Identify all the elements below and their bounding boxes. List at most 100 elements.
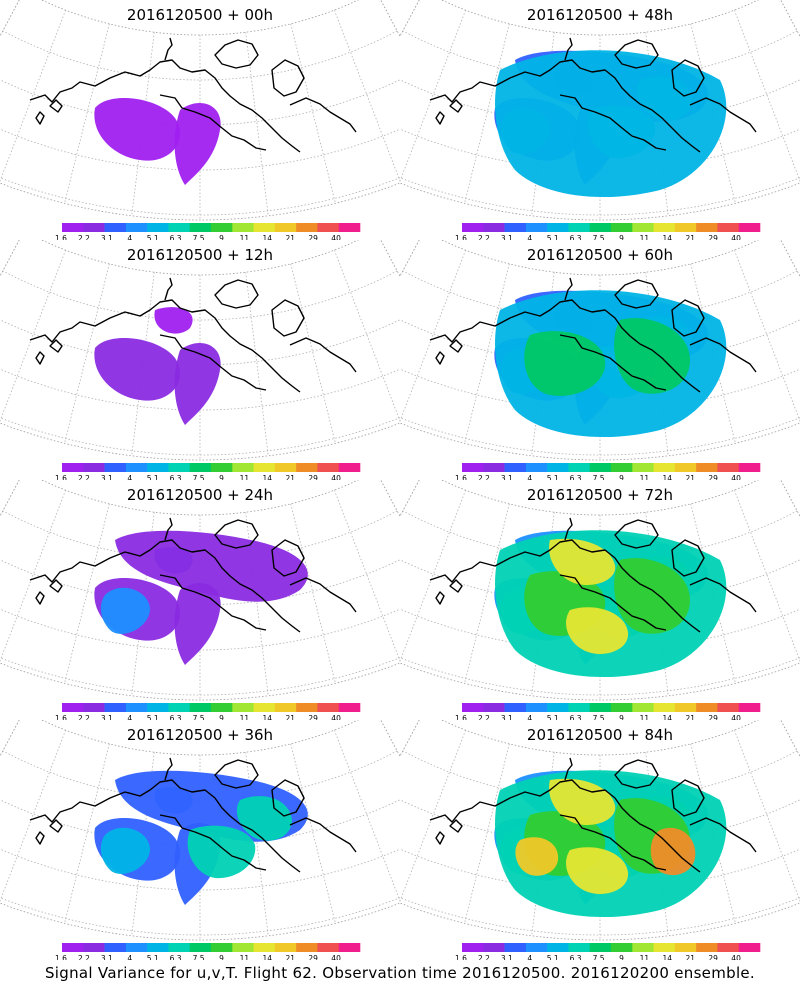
colorbar-swatch	[317, 703, 340, 712]
colorbar: 1.6 2.2 3.1 4 5.1 6.3 7.5 9 11 14 21 29 40	[455, 943, 761, 960]
colorbar-label: 5.1	[547, 474, 559, 480]
variance-region	[650, 827, 696, 876]
colorbar-label: 9	[219, 474, 224, 480]
colorbar-label: 3.1	[501, 954, 513, 960]
colorbar-swatch	[696, 703, 718, 712]
map-projection: 1.6 2.2 3.1 4 5.1 6.3 7.5 9 11 14 21 29 40	[400, 0, 800, 240]
colorbar-label: 3.1	[101, 954, 113, 960]
colorbar-label: 6.3	[170, 714, 182, 720]
colorbar-label: 7.5	[593, 234, 605, 240]
colorbar-label: 29	[708, 714, 718, 720]
colorbar-swatch	[525, 943, 548, 952]
colorbar-swatch	[253, 223, 276, 232]
colorbar-label: 5.1	[547, 714, 559, 720]
variance-field	[94, 770, 308, 905]
variance-region	[614, 318, 690, 394]
colorbar-label: 40	[331, 714, 341, 720]
colorbar-label: 4	[527, 474, 532, 480]
panel-title: 2016120500 + 36h	[126, 726, 274, 744]
map-projection: 1.6 2.2 3.1 4 5.1 6.3 7.5 9 11 14 21 29 40	[0, 720, 400, 960]
colorbar-label: 7.5	[193, 474, 205, 480]
colorbar-swatch	[611, 463, 633, 472]
colorbar-swatch	[547, 463, 569, 472]
map-panel: 2016120500 + 36h 1.6 2.2 3.1 4 5.1 6.3 7.5 9 11 14…	[0, 720, 400, 960]
colorbar-swatch	[232, 943, 254, 952]
colorbar-swatch	[83, 223, 105, 232]
colorbar-swatch	[125, 943, 148, 952]
colorbar: 1.6 2.2 3.1 4 5.1 6.3 7.5 9 11 14 21 29 40	[55, 943, 361, 960]
colorbar-label: 21	[285, 714, 295, 720]
variance-region	[94, 97, 181, 161]
coastlines	[429, 277, 757, 393]
colorbar-label: 5.1	[147, 714, 159, 720]
colorbar-label: 5.1	[547, 234, 559, 240]
panel-title: 2016120500 + 48h	[526, 6, 674, 24]
colorbar-label: 7.5	[193, 714, 205, 720]
map-panel: 2016120500 + 84h 1.6 2.2 3.1 4 5.1 6.3 7.5 9 11 14…	[400, 720, 800, 960]
colorbar-label: 3.1	[501, 234, 513, 240]
variance-region	[100, 587, 150, 634]
colorbar-label: 21	[685, 474, 695, 480]
colorbar-swatch	[589, 223, 612, 232]
colorbar-label: 11	[640, 474, 650, 480]
colorbar-label: 1.6	[455, 234, 467, 240]
colorbar-swatch	[483, 463, 505, 472]
colorbar-swatch	[674, 943, 697, 952]
colorbar-swatch	[232, 703, 254, 712]
coastlines	[429, 37, 757, 153]
colorbar-label: 29	[708, 954, 718, 960]
colorbar-label: 6.3	[570, 234, 582, 240]
variance-region	[174, 342, 221, 425]
colorbar-label: 11	[640, 234, 650, 240]
variance-region	[154, 307, 193, 334]
colorbar-swatch	[168, 703, 191, 712]
colorbar-swatch	[504, 223, 527, 232]
colorbar-swatch	[589, 943, 612, 952]
colorbar-label: 4	[127, 954, 132, 960]
colorbar-label: 29	[308, 474, 318, 480]
colorbar-swatch	[317, 463, 340, 472]
colorbar-label: 7.5	[193, 954, 205, 960]
colorbar-swatch	[568, 943, 591, 952]
colorbar-label: 14	[263, 234, 273, 240]
colorbar-swatch	[274, 223, 297, 232]
colorbar-swatch	[168, 223, 191, 232]
colorbar-label: 9	[619, 714, 624, 720]
colorbar-label: 7.5	[593, 714, 605, 720]
map-panel: 2016120500 + 60h 1.6 2.2 3.1 4 5.1 6.3 7.5 9 11 14…	[400, 240, 800, 480]
colorbar-label: 5.1	[147, 474, 159, 480]
colorbar-swatch	[611, 943, 633, 952]
colorbar-swatch	[232, 223, 254, 232]
colorbar-label: 5.1	[547, 954, 559, 960]
colorbar-label: 6.3	[570, 714, 582, 720]
colorbar-label: 1.6	[455, 714, 467, 720]
colorbar-swatch	[83, 943, 105, 952]
colorbar-swatch	[62, 223, 84, 232]
colorbar-swatch	[568, 463, 591, 472]
colorbar-label: 1.6	[55, 954, 67, 960]
colorbar-swatch	[338, 703, 361, 712]
colorbar-label: 11	[240, 954, 250, 960]
colorbar-swatch	[274, 703, 297, 712]
colorbar-swatch	[104, 943, 127, 952]
colorbar-swatch	[211, 943, 233, 952]
variance-region	[614, 558, 690, 634]
colorbar-swatch	[338, 943, 361, 952]
colorbar-swatch	[253, 703, 276, 712]
colorbar-label: 6.3	[170, 234, 182, 240]
colorbar-label: 9	[219, 714, 224, 720]
colorbar-swatch	[504, 943, 527, 952]
colorbar-swatch	[504, 463, 527, 472]
colorbar-swatch	[738, 703, 761, 712]
colorbar-label: 21	[285, 474, 295, 480]
colorbar-swatch	[674, 463, 697, 472]
colorbar-label: 14	[663, 234, 673, 240]
colorbar-swatch	[296, 943, 318, 952]
colorbar-label: 4	[527, 714, 532, 720]
colorbar: 1.6 2.2 3.1 4 5.1 6.3 7.5 9 11 14 21 29 40	[55, 223, 361, 240]
colorbar: 1.6 2.2 3.1 4 5.1 6.3 7.5 9 11 14 21 29 40	[455, 703, 761, 720]
variance-region	[566, 607, 629, 654]
colorbar-label: 1.6	[55, 714, 67, 720]
coastlines	[29, 517, 357, 633]
colorbar-label: 14	[663, 954, 673, 960]
